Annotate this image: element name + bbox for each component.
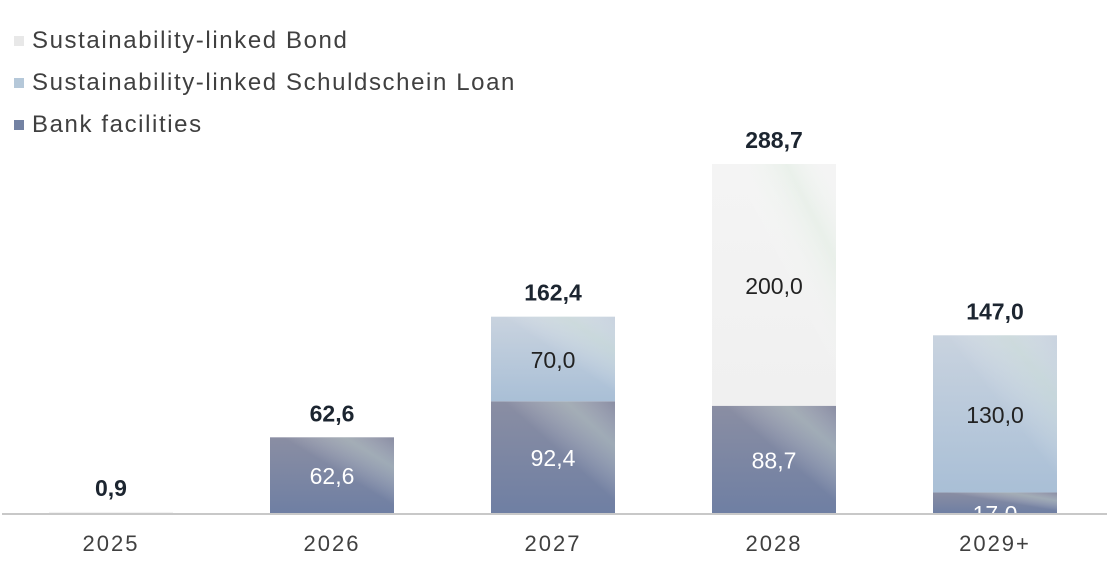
x-tick-label-2028: 2028: [746, 531, 803, 556]
x-tick-label-2027: 2027: [525, 531, 582, 556]
legend-item-bond: Sustainability-linked Bond: [14, 20, 516, 62]
segment-label-bank-2027: 92,4: [531, 445, 576, 471]
bar-sheen-bank-2026: [270, 437, 394, 513]
total-label-2027: 162,4: [524, 280, 582, 306]
legend-label-schuldschein: Sustainability-linked Schuldschein Loan: [32, 69, 516, 96]
segment-label-bank-2028: 88,7: [752, 447, 797, 473]
total-label-2029+: 147,0: [966, 298, 1024, 324]
segment-label-bank-2026: 62,6: [310, 463, 355, 489]
bar-sheen-bank-2028: [712, 405, 836, 513]
segment-label-loan-2027: 70,0: [531, 347, 576, 373]
bar-segment-bank-2025: [49, 511, 173, 514]
bar-sheen-bank-2029+: [933, 492, 1057, 513]
legend-label-bond: Sustainability-linked Bond: [32, 27, 349, 54]
total-label-2025: 0,9: [95, 475, 127, 501]
legend-swatch-bond: [14, 36, 24, 46]
segment-label-bond-2028: 200,0: [745, 273, 803, 299]
segment-label-loan-2029+: 130,0: [966, 402, 1024, 428]
legend-label-bank: Bank facilities: [32, 111, 203, 138]
bar-sheen-loan-2027: [491, 316, 615, 402]
bar-sheen-bank-2027: [491, 401, 615, 513]
x-tick-label-2025: 2025: [83, 531, 140, 556]
bar-sheen-bond-2028: [712, 164, 836, 406]
total-label-2028: 288,7: [745, 127, 803, 153]
legend-swatch-schuldschein: [14, 78, 24, 88]
legend-item-schuldschein: Sustainability-linked Schuldschein Loan: [14, 62, 516, 104]
x-tick-label-2029+: 2029+: [959, 531, 1031, 556]
legend-item-bank: Bank facilities: [14, 104, 516, 146]
bar-sheen-loan-2029+: [933, 335, 1057, 493]
total-label-2026: 62,6: [310, 400, 355, 426]
x-tick-label-2026: 2026: [304, 531, 361, 556]
legend-swatch-bank: [14, 120, 24, 130]
chart-legend: Sustainability-linked Bond Sustainabilit…: [14, 20, 516, 146]
